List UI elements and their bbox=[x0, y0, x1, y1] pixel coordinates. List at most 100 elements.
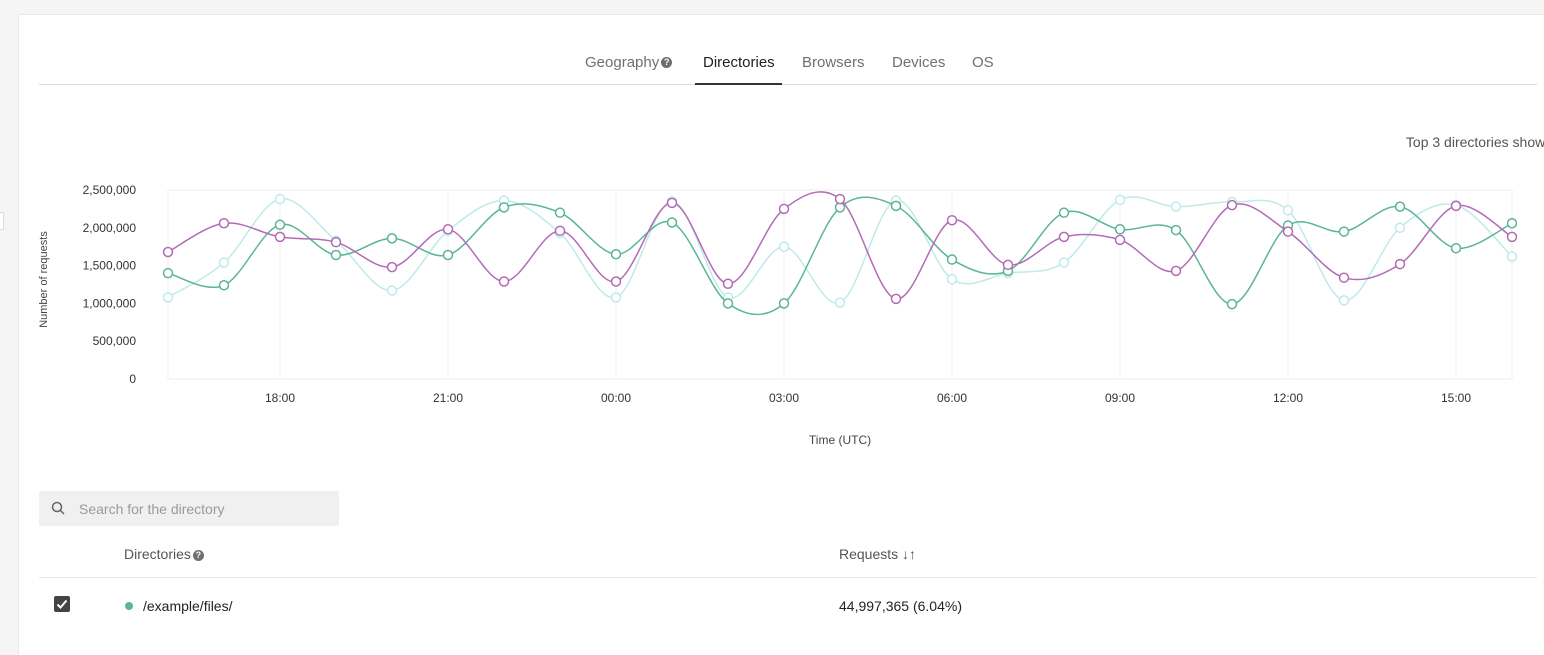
requests-header-label: Requests bbox=[839, 546, 899, 562]
data-point[interactable] bbox=[666, 197, 678, 209]
data-point[interactable] bbox=[1394, 222, 1406, 234]
data-point[interactable] bbox=[1506, 251, 1518, 262]
data-point[interactable] bbox=[1282, 226, 1294, 237]
requests-cell: 44,997,365 (6.04%) bbox=[839, 598, 962, 614]
directories-column-header: Directories? bbox=[124, 546, 204, 562]
data-point[interactable] bbox=[162, 267, 174, 279]
tab-browsers-label: Browsers bbox=[802, 54, 865, 71]
data-point[interactable] bbox=[1170, 201, 1182, 212]
data-point[interactable] bbox=[1114, 194, 1126, 206]
y-tick-label: 2,000,000 bbox=[83, 221, 137, 235]
tab-directories[interactable]: Directories bbox=[695, 55, 783, 83]
search-icon bbox=[51, 501, 65, 515]
data-point[interactable] bbox=[946, 273, 958, 285]
help-icon[interactable]: ? bbox=[661, 57, 673, 68]
data-point[interactable] bbox=[1338, 272, 1350, 283]
data-point[interactable] bbox=[554, 207, 566, 218]
data-point[interactable] bbox=[1170, 224, 1182, 236]
data-point[interactable] bbox=[386, 285, 398, 296]
tab-os[interactable]: OS bbox=[964, 55, 1002, 83]
series-3 bbox=[162, 191, 1518, 305]
data-point[interactable] bbox=[162, 246, 174, 258]
series-line bbox=[167, 196, 1513, 316]
data-point[interactable] bbox=[1450, 200, 1462, 212]
data-point[interactable] bbox=[722, 278, 734, 289]
data-point[interactable] bbox=[1226, 298, 1238, 310]
data-point[interactable] bbox=[330, 236, 342, 248]
data-point[interactable] bbox=[498, 202, 510, 213]
data-point[interactable] bbox=[834, 193, 846, 205]
data-point[interactable] bbox=[946, 214, 958, 226]
tab-browsers[interactable]: Browsers bbox=[794, 55, 873, 83]
x-tick-label: 15:00 bbox=[1441, 391, 1471, 405]
data-point[interactable] bbox=[778, 241, 790, 252]
tab-bar: Geography? Directories Browsers Devices … bbox=[39, 55, 1537, 85]
data-point[interactable] bbox=[778, 203, 790, 215]
data-point[interactable] bbox=[610, 292, 622, 303]
series-color-dot bbox=[125, 602, 133, 610]
data-point[interactable] bbox=[1282, 205, 1294, 216]
y-tick-label: 500,000 bbox=[93, 334, 137, 348]
tab-devices[interactable]: Devices bbox=[884, 55, 953, 83]
data-point[interactable] bbox=[1338, 295, 1350, 306]
data-point[interactable] bbox=[274, 219, 286, 231]
sort-icon[interactable]: ↓↑ bbox=[902, 546, 917, 562]
x-tick-label: 00:00 bbox=[601, 391, 631, 405]
data-point[interactable] bbox=[834, 297, 846, 308]
data-point[interactable] bbox=[1170, 265, 1182, 277]
requests-line-chart: 18:00 21:00 00:00 03:00 06:00 09:00 12:00 15:00… bbox=[38, 183, 1518, 447]
data-point[interactable] bbox=[1506, 218, 1518, 229]
x-tick-label: 12:00 bbox=[1273, 391, 1303, 405]
tab-directories-label: Directories bbox=[703, 54, 775, 71]
requests-column-header[interactable]: Requests ↓↑ bbox=[839, 546, 916, 562]
data-point[interactable] bbox=[1114, 224, 1126, 235]
tab-os-label: OS bbox=[972, 54, 994, 71]
data-point[interactable] bbox=[946, 254, 958, 265]
data-point[interactable] bbox=[610, 249, 622, 260]
data-point[interactable] bbox=[1506, 231, 1518, 243]
data-point[interactable] bbox=[1058, 257, 1070, 268]
row-checkbox[interactable] bbox=[54, 596, 70, 612]
data-point[interactable] bbox=[498, 276, 510, 287]
y-tick-label: 1,500,000 bbox=[83, 259, 137, 273]
data-point[interactable] bbox=[1058, 207, 1070, 218]
data-point[interactable] bbox=[386, 261, 398, 273]
data-point[interactable] bbox=[554, 225, 566, 237]
help-icon[interactable]: ? bbox=[192, 550, 204, 561]
y-axis-title: Number of requests bbox=[38, 231, 50, 328]
search-input[interactable] bbox=[79, 491, 329, 526]
data-point[interactable] bbox=[442, 224, 454, 235]
data-point[interactable] bbox=[442, 249, 454, 261]
data-point[interactable] bbox=[1226, 199, 1238, 211]
data-point[interactable] bbox=[274, 193, 286, 205]
data-point[interactable] bbox=[610, 276, 622, 287]
directories-header-label: Directories bbox=[124, 546, 191, 562]
data-point[interactable] bbox=[722, 298, 734, 309]
x-tick-label: 21:00 bbox=[433, 391, 463, 405]
data-point[interactable] bbox=[1450, 242, 1462, 254]
data-point[interactable] bbox=[218, 218, 230, 229]
data-point[interactable] bbox=[218, 257, 230, 268]
data-point[interactable] bbox=[1394, 201, 1406, 212]
data-point[interactable] bbox=[890, 200, 902, 212]
data-point[interactable] bbox=[1058, 231, 1070, 243]
data-point[interactable] bbox=[218, 280, 230, 291]
tab-geography[interactable]: Geography? bbox=[577, 55, 680, 83]
data-point[interactable] bbox=[778, 298, 790, 309]
data-point[interactable] bbox=[1394, 258, 1406, 270]
data-point[interactable] bbox=[162, 292, 174, 303]
data-point[interactable] bbox=[1002, 259, 1014, 271]
data-point[interactable] bbox=[890, 293, 902, 305]
y-tick-label: 2,500,000 bbox=[83, 183, 137, 197]
data-point[interactable] bbox=[330, 249, 342, 261]
data-point[interactable] bbox=[1338, 226, 1350, 237]
data-point[interactable] bbox=[274, 231, 286, 243]
side-panel-handle[interactable] bbox=[0, 212, 4, 230]
table-divider bbox=[39, 577, 1537, 578]
top-directories-note: Top 3 directories shown bbox=[1405, 134, 1544, 150]
data-point[interactable] bbox=[386, 233, 398, 244]
data-point[interactable] bbox=[1114, 234, 1126, 246]
search-box[interactable] bbox=[39, 491, 339, 526]
data-point[interactable] bbox=[666, 217, 678, 228]
plot-area bbox=[167, 189, 1513, 380]
